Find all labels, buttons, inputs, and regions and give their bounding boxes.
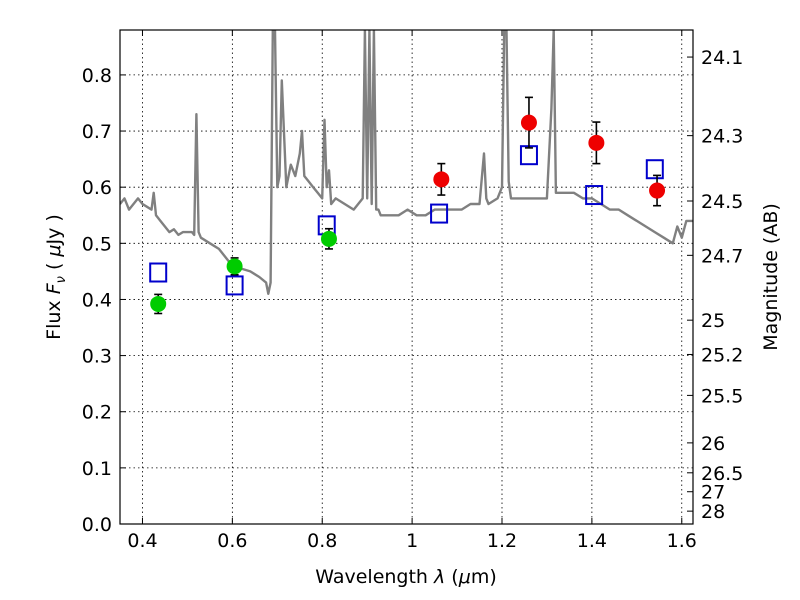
y-tick-label: 0.4	[82, 289, 112, 311]
x-axis-label-post: m)	[471, 566, 497, 588]
y2-tick-label: 25.5	[701, 385, 743, 407]
observed-point	[520, 114, 537, 131]
x-axis-label-lambda: λ	[433, 566, 445, 588]
y2-tick-label: 27	[701, 482, 725, 504]
y-tick-label: 0.8	[82, 65, 112, 87]
y-axis-label-post: Jy )	[43, 214, 65, 245]
x-axis-label-mu: μ	[458, 566, 471, 588]
y-axis-label-sub: ν	[54, 276, 69, 283]
observed-point	[433, 171, 450, 188]
spectrum-line	[120, 30, 693, 295]
observed-point	[649, 182, 666, 199]
x-tick-label: 0.6	[217, 530, 247, 552]
y-tick-label: 0.2	[82, 402, 112, 424]
y-tick-label: 0.1	[82, 458, 112, 480]
y2-tick-label: 24.5	[701, 191, 743, 213]
y-axis-label-pre: Flux	[43, 294, 65, 340]
y-axis-label-mid: (	[43, 257, 65, 277]
y2-axis-label: Magnitude (AB)	[760, 203, 782, 351]
model-square-point	[225, 275, 244, 296]
y-tick-label: 0.6	[82, 177, 112, 199]
y-tick-label: 0.3	[82, 346, 112, 368]
y2-tick-label: 24.7	[701, 245, 743, 267]
y-tick-label: 0.7	[82, 121, 112, 143]
model-square-point	[430, 203, 449, 224]
y-tick-label: 0.0	[82, 514, 112, 536]
y-axis-label-f: F	[43, 282, 65, 294]
y2-tick-label: 24.1	[701, 47, 743, 69]
plot-background	[120, 30, 693, 524]
x-tick-label: 1.2	[487, 530, 517, 552]
data-layer	[120, 30, 693, 315]
observed-point	[320, 230, 337, 247]
x-tick-label: 1.6	[667, 530, 697, 552]
model-square-point	[645, 159, 664, 180]
y-axis-label: Flux Fν ( μJy )	[43, 214, 69, 340]
y2-tick-label: 25	[701, 310, 725, 332]
observed-point	[150, 295, 167, 312]
x-axis-label: Wavelength λ (μm)	[315, 566, 496, 588]
y2-tick-label: 26	[701, 433, 725, 455]
y2-tick-label: 26.5	[701, 463, 743, 485]
x-tick-label: 1.4	[577, 530, 607, 552]
plot-frame	[119, 29, 694, 525]
y2-tick-label: 28	[701, 501, 725, 523]
ticks: 0.4 0.6 0.8 1 1.2 1.4 1.6 0.0 0.1 0.2 0.3 0.4 0.5 0.6…	[82, 30, 743, 552]
grid	[120, 30, 693, 525]
y2-tick-label: 25.2	[701, 344, 743, 366]
observed-point	[226, 258, 243, 275]
y2-tick-label: 24.3	[701, 126, 743, 148]
model-square-point	[585, 185, 604, 206]
y-axis-label-mu: μ	[43, 244, 65, 257]
model-square-point	[149, 262, 168, 283]
x-tick-label: 1	[406, 530, 418, 552]
x-axis-label-mid: (	[445, 566, 458, 588]
x-axis-label-pre: Wavelength	[315, 566, 434, 588]
observed-point	[588, 134, 605, 151]
x-tick-label: 0.4	[127, 530, 157, 552]
x-tick-label: 0.8	[307, 530, 337, 552]
y-tick-label: 0.5	[82, 233, 112, 255]
